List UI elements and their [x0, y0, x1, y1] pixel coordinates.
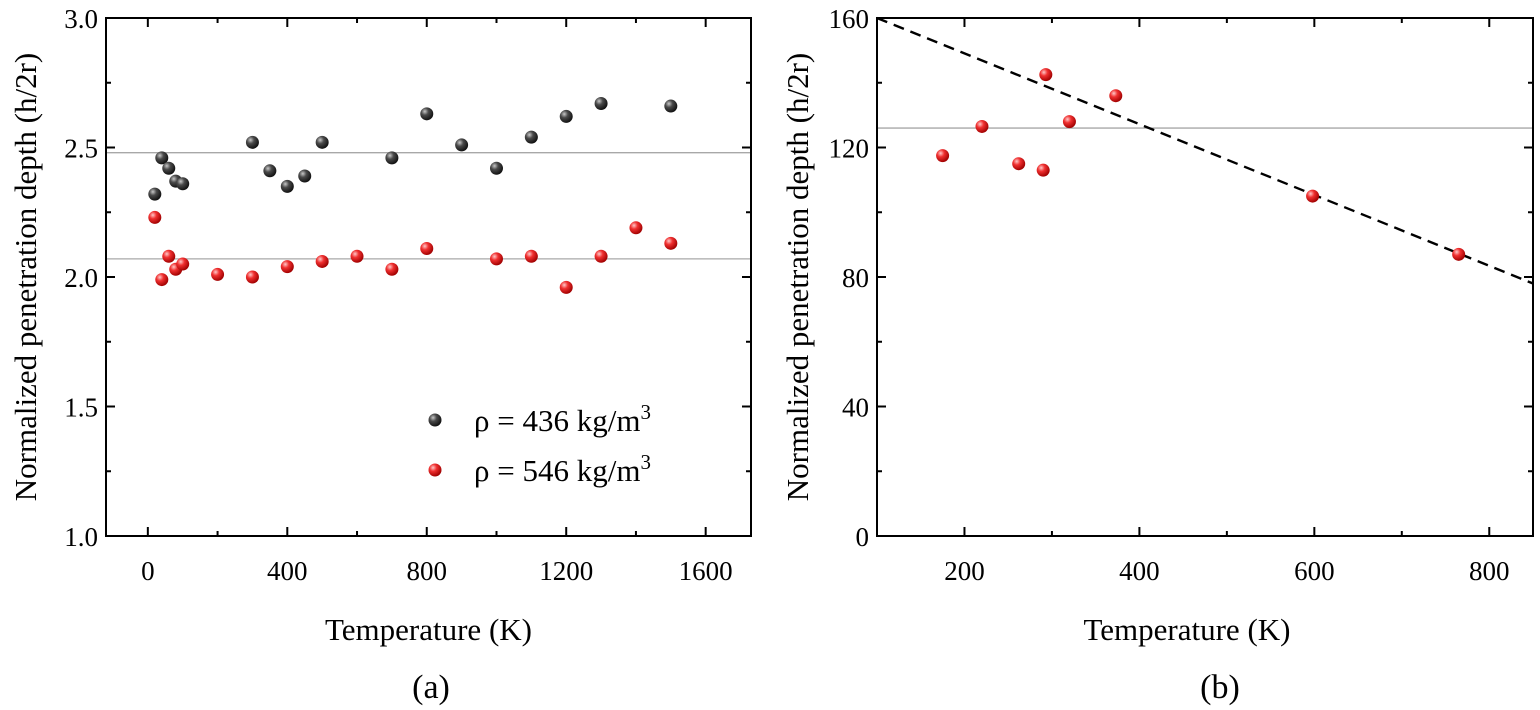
panel-a-label: (a)	[412, 669, 450, 706]
data-point	[298, 169, 312, 183]
data-point	[1036, 163, 1050, 177]
data-point	[1306, 189, 1320, 203]
data-point	[148, 210, 162, 224]
panel-b-y-axis-title: Normalized penetration depth (h/2r)	[780, 53, 815, 501]
legend-label-546-sup: 3	[640, 450, 651, 474]
data-point	[664, 236, 678, 250]
data-point	[176, 177, 190, 191]
data-point	[385, 262, 399, 276]
data-point	[455, 138, 469, 152]
y-tick-label: 120	[829, 134, 870, 164]
x-tick-label: 200	[944, 556, 985, 586]
data-point	[420, 107, 434, 121]
data-point	[245, 270, 259, 284]
plot-frame	[876, 17, 1534, 537]
x-tick-label: 800	[1469, 556, 1510, 586]
data-point	[420, 242, 434, 256]
panel-b-axes: 200 400 600 800 0 40 80 120 160	[829, 4, 1534, 586]
data-point	[524, 130, 538, 144]
x-tick-label: 0	[141, 556, 155, 586]
legend-marker-546	[428, 463, 442, 477]
panel-a-mean-lines	[106, 152, 751, 260]
data-point	[245, 135, 259, 149]
y-tick-label: 160	[829, 4, 870, 34]
x-tick-label: 400	[267, 556, 308, 586]
plot-frame	[105, 17, 752, 537]
data-point	[280, 260, 294, 274]
data-point	[162, 161, 176, 175]
data-point	[155, 273, 169, 287]
y-tick-label: 1.5	[64, 393, 98, 423]
data-point	[936, 149, 950, 163]
data-point	[350, 249, 364, 263]
x-tick-label: 1600	[679, 556, 733, 586]
panel-a-points	[148, 96, 678, 294]
data-point	[524, 249, 538, 263]
data-point	[1109, 89, 1123, 103]
legend-label-436-main: ρ = 436 kg/m	[474, 403, 640, 438]
y-tick-label: 2.5	[64, 134, 98, 164]
legend-label-546: ρ = 546 kg/m3	[474, 450, 651, 488]
data-point	[629, 221, 643, 235]
y-tick-label: 80	[842, 263, 869, 293]
panel-a-x-axis-title: Temperature (K)	[325, 612, 532, 647]
y-tick-label: 40	[842, 393, 869, 423]
panel-b-label: (b)	[1200, 669, 1240, 706]
data-point	[594, 96, 608, 110]
data-point	[1062, 115, 1076, 129]
data-point	[559, 280, 573, 294]
legend-marker-436	[428, 413, 442, 427]
legend-label-436-sup: 3	[640, 400, 651, 424]
data-point	[162, 249, 176, 263]
x-tick-label: 1200	[539, 556, 593, 586]
panel-a-y-axis-title: Normalized penetration depth (h/2r)	[8, 53, 43, 501]
data-point	[148, 187, 162, 201]
data-point	[280, 179, 294, 193]
data-point	[211, 267, 225, 281]
y-tick-label: 2.0	[64, 263, 98, 293]
y-tick-label: 0	[856, 522, 870, 552]
x-tick-label: 800	[407, 556, 448, 586]
panel-b: 200 400 600 800 0 40 80 120 160 Normalized penet…	[780, 4, 1534, 706]
panel-a-axes: 0 400 800 1200 1600 1.0 1.5 2.0 2.5 3.0	[64, 4, 752, 586]
data-point	[489, 252, 503, 266]
data-point	[155, 151, 169, 165]
data-point	[385, 151, 399, 165]
data-point	[315, 254, 329, 268]
panel-a: 0 400 800 1200 1600 1.0 1.5 2.0 2.5 3.0 Normalize…	[8, 4, 752, 706]
data-point	[1039, 68, 1053, 82]
data-point	[176, 257, 190, 271]
data-point	[489, 161, 503, 175]
trend-line	[876, 16, 1534, 285]
data-point	[975, 119, 989, 133]
data-point	[664, 99, 678, 113]
legend-label-546-main: ρ = 546 kg/m	[474, 453, 640, 488]
data-point	[559, 109, 573, 123]
data-point	[315, 135, 329, 149]
panel-b-trend-line	[876, 16, 1534, 285]
x-tick-label: 400	[1119, 556, 1160, 586]
data-point	[594, 249, 608, 263]
panel-a-legend: ρ = 436 kg/m3 ρ = 546 kg/m3	[428, 400, 651, 488]
y-tick-label: 1.0	[64, 522, 98, 552]
legend-label-436: ρ = 436 kg/m3	[474, 400, 651, 438]
panel-b-x-axis-title: Temperature (K)	[1084, 612, 1291, 647]
x-tick-label: 600	[1294, 556, 1335, 586]
data-point	[263, 164, 277, 178]
y-tick-label: 3.0	[64, 4, 98, 34]
panel-b-points	[936, 68, 1466, 261]
data-point	[1012, 157, 1026, 171]
data-point	[1452, 247, 1466, 261]
